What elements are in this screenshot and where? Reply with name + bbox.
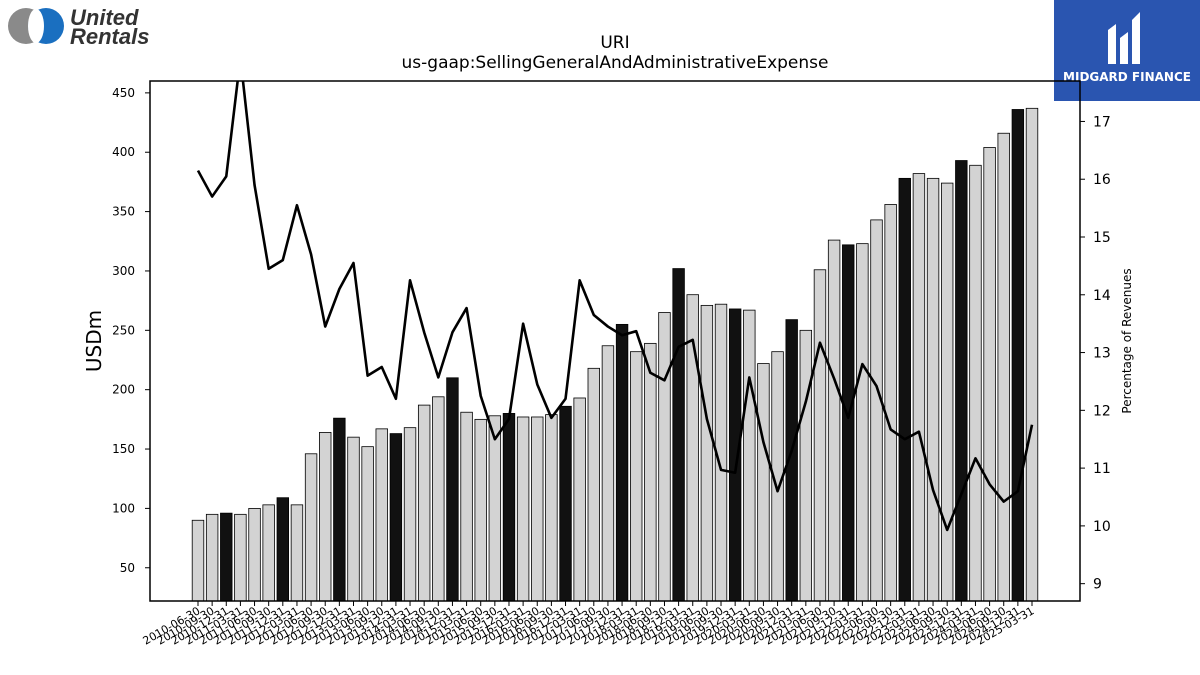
- y-axis-label: USDm: [82, 310, 106, 372]
- bar: [856, 243, 869, 602]
- y-tick-label: 150: [112, 442, 135, 456]
- y-tick-label: 250: [112, 323, 135, 337]
- line-series-layer: [196, 81, 1034, 532]
- bar: [319, 432, 332, 602]
- bar: [262, 504, 275, 602]
- y-tick-label: 450: [112, 86, 135, 100]
- y2-tick-label: 15: [1093, 230, 1111, 246]
- y2-tick-label: 13: [1093, 346, 1111, 362]
- bar: [191, 519, 205, 602]
- logo-word-united: United: [70, 5, 139, 30]
- bar: [884, 204, 897, 602]
- bar: [488, 415, 502, 602]
- midgard-m-icon: [1108, 12, 1140, 64]
- bar: [1025, 107, 1039, 602]
- bar: [940, 182, 954, 602]
- y-tick-label: 300: [112, 264, 135, 278]
- badge-text: MIDGARD FINANCE: [1063, 70, 1191, 84]
- bar: [559, 405, 572, 602]
- bar: [601, 345, 615, 602]
- bar: [757, 363, 770, 602]
- bar: [417, 404, 431, 602]
- bar: [615, 323, 629, 602]
- bar: [474, 418, 487, 602]
- bar: [827, 239, 841, 602]
- bar: [1011, 109, 1025, 602]
- y2-tick-label: 16: [1093, 172, 1111, 188]
- y2-tick-label: 10: [1093, 519, 1111, 535]
- bar: [955, 160, 968, 602]
- bar: [700, 304, 714, 602]
- percentage-line: [196, 81, 1034, 532]
- y2-tick-label: 17: [1093, 114, 1111, 130]
- bar: [912, 173, 926, 602]
- united-rentals-logo: United Rentals: [4, 2, 164, 48]
- right-axis-ticks: 9 10 11 12 13 14 15 16 17: [1080, 114, 1111, 593]
- bar: [347, 436, 360, 602]
- y2-axis-label: Percentage of Revenues: [1120, 268, 1134, 413]
- y-tick-label: 100: [112, 501, 135, 515]
- bar: [658, 312, 671, 602]
- bar: [403, 427, 417, 602]
- x-axis-ticks: 2010-06-302010-09-302010-12-312011-03-31…: [141, 601, 1037, 648]
- bar: [333, 417, 346, 602]
- bar: [743, 309, 756, 602]
- y-tick-label: 400: [112, 145, 135, 159]
- y2-tick-label: 12: [1093, 403, 1111, 419]
- bar: [389, 433, 403, 602]
- bar: [545, 414, 558, 602]
- bar: [898, 177, 911, 602]
- bar: [361, 446, 374, 602]
- y2-tick-label: 9: [1093, 577, 1102, 593]
- bar: [248, 507, 261, 602]
- bar: [870, 219, 883, 602]
- chart-title: URI: [600, 33, 629, 53]
- bar: [644, 342, 657, 602]
- y-tick-label: 350: [112, 205, 135, 219]
- bar: [813, 269, 827, 602]
- bar: [983, 147, 996, 602]
- bar-series: [191, 107, 1039, 602]
- united-rentals-mark-icon: [8, 8, 64, 44]
- bar: [842, 244, 855, 602]
- bar: [375, 428, 388, 602]
- bar: [446, 377, 459, 602]
- bar: [220, 512, 233, 602]
- y-tick-label: 50: [120, 561, 135, 575]
- bar: [630, 351, 643, 602]
- bar: [728, 308, 742, 602]
- y2-tick-label: 14: [1093, 288, 1111, 304]
- bar: [290, 504, 304, 602]
- bar: [969, 164, 982, 602]
- bar: [516, 416, 530, 602]
- bar: [276, 497, 290, 602]
- bar: [926, 177, 940, 602]
- bar: [205, 513, 219, 602]
- bar: [672, 268, 685, 602]
- bar: [304, 453, 318, 602]
- bar: [997, 132, 1010, 602]
- plot-frame: [149, 80, 1081, 602]
- y2-tick-label: 11: [1093, 461, 1111, 477]
- left-axis-ticks: 50 100 150 200 250 300 350 400 450: [112, 86, 150, 575]
- bar: [432, 396, 445, 602]
- bar: [587, 367, 600, 602]
- chart-subtitle: us-gaap:SellingGeneralAndAdministrativeE…: [402, 53, 829, 73]
- bar: [573, 397, 586, 602]
- bar: [234, 513, 247, 602]
- logo-word-rentals: Rentals: [70, 24, 150, 49]
- midgard-finance-badge: MIDGARD FINANCE: [1054, 0, 1200, 101]
- bar: [502, 413, 516, 602]
- bar: [460, 411, 473, 602]
- bar: [799, 329, 813, 602]
- bar: [531, 416, 544, 602]
- y-tick-label: 200: [112, 383, 135, 397]
